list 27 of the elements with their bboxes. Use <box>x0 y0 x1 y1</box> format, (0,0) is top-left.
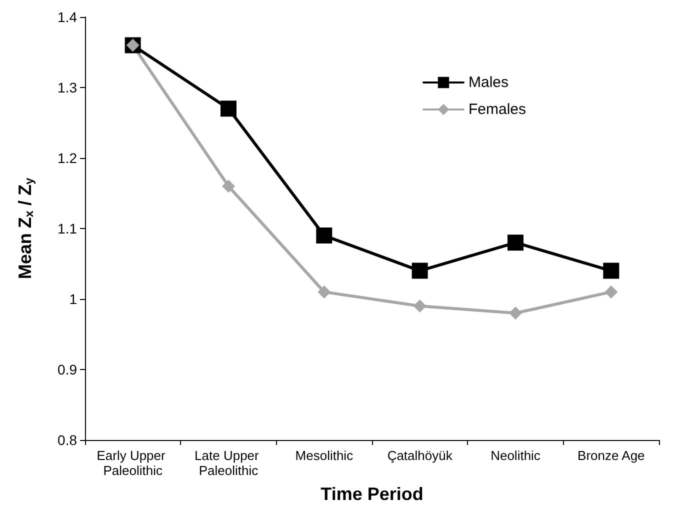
y-tick-label: 1.3 <box>58 80 78 96</box>
x-tick-label: Mesolithic <box>295 448 354 463</box>
legend-label: Females <box>468 101 526 118</box>
y-tick-label: 1.4 <box>58 9 78 25</box>
point <box>316 228 332 244</box>
y-tick-label: 1.2 <box>58 150 78 166</box>
point <box>509 306 522 320</box>
point <box>412 262 428 279</box>
y-tick-label: 1 <box>69 291 78 307</box>
y-tick-label: 1.1 <box>58 220 78 236</box>
point <box>603 262 620 279</box>
y-tick-label: 0.8 <box>58 432 78 448</box>
x-axis-title: Time Period <box>320 484 424 504</box>
y-axis-title: Mean Zx / Zy <box>15 178 36 280</box>
x-tick-label: Çatalhöyük <box>387 448 453 463</box>
x-tick-label: Early Upper Paleolithic <box>96 448 169 478</box>
x-tick-label: Late Upper Paleolithic <box>194 448 262 478</box>
x-tick-label: Bronze Age <box>578 448 645 463</box>
point <box>508 234 524 251</box>
point <box>222 180 235 193</box>
y-tick-label: 0.9 <box>58 362 78 378</box>
point <box>604 285 618 298</box>
point <box>220 100 236 117</box>
legend-label: Males <box>468 74 508 91</box>
point <box>318 285 331 298</box>
point <box>413 300 426 313</box>
x-tick-label: Neolithic <box>490 448 541 463</box>
